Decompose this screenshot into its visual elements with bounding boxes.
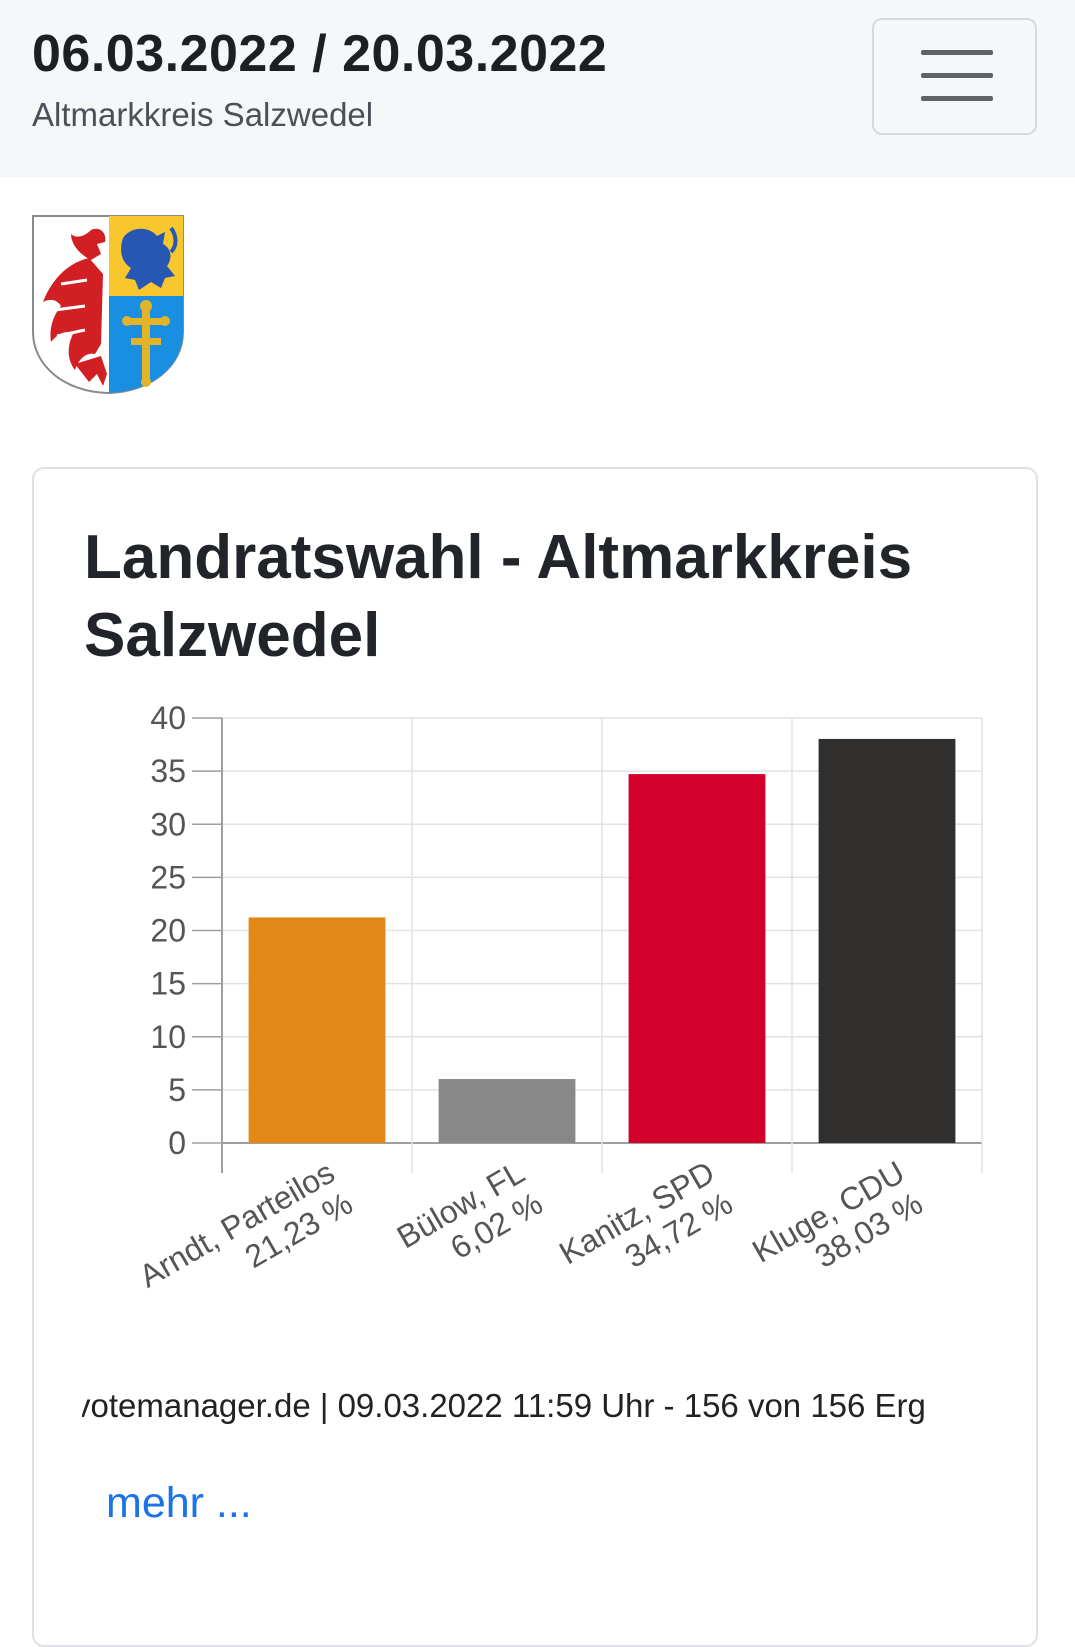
bar-3 [628, 774, 766, 1143]
y-tick-label: 15 [150, 966, 186, 1002]
more-link[interactable]: mehr ... [106, 1479, 252, 1527]
y-tick-label: 5 [168, 1072, 186, 1108]
y-tick-label: 20 [150, 913, 186, 949]
y-tick-label: 10 [150, 1019, 186, 1055]
hamburger-menu-icon-bar-2 [921, 73, 993, 78]
source-line: votemanager.de | 09.03.2022 11:59 Uhr - … [82, 1387, 1022, 1437]
source-text: votemanager.de | 09.03.2022 11:59 Uhr - … [82, 1387, 926, 1424]
bar-1 [248, 917, 386, 1143]
x-category-label: Bülow, FL6,02 % [391, 1154, 549, 1266]
y-tick-label: 35 [150, 753, 186, 789]
election-date-range: 06.03.2022 / 20.03.2022 [32, 25, 608, 83]
menu-toggle-button[interactable] [872, 18, 1037, 135]
y-tick-label: 40 [150, 700, 186, 736]
election-result-card: Landratswahl - Altmarkkreis Salzwedel 0 5… [32, 467, 1038, 1647]
y-tick-label: 0 [168, 1125, 186, 1161]
y-tick-label: 25 [150, 859, 186, 895]
card-title: Landratswahl - Altmarkkreis Salzwedel [84, 523, 913, 670]
hamburger-menu-icon-bar-3 [921, 96, 993, 101]
bar-2 [438, 1079, 576, 1143]
y-tick-label: 30 [150, 806, 186, 842]
region-name: Altmarkkreis Salzwedel [32, 96, 374, 133]
top-navbar: 06.03.2022 / 20.03.2022 Altmarkkreis Sal… [0, 0, 1075, 177]
bar-4 [818, 738, 956, 1143]
coat-of-arms-icon [32, 215, 184, 394]
hamburger-menu-icon [921, 50, 993, 55]
